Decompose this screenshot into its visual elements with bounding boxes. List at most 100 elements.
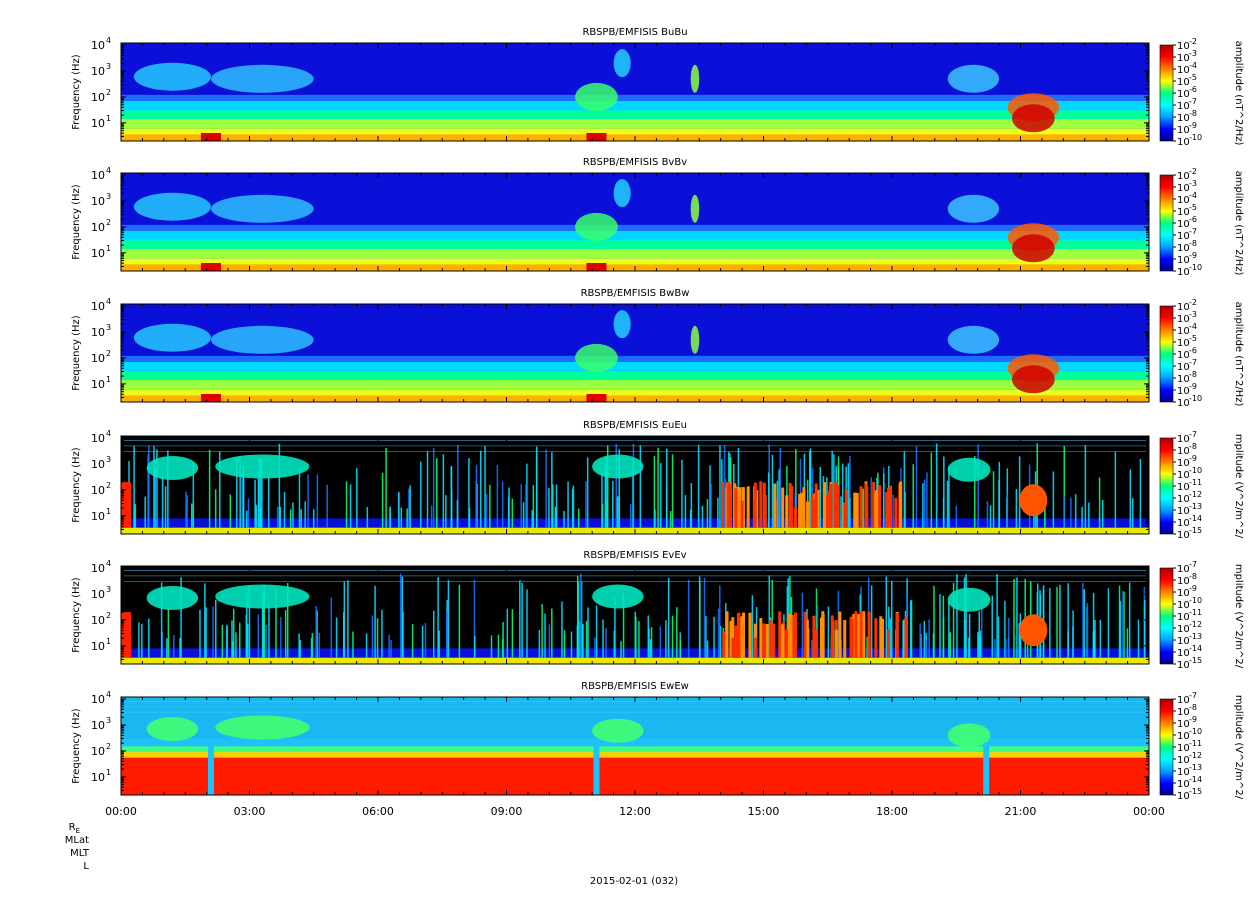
spectral-band-4 (121, 258, 1149, 269)
y-tick-label: 10 (91, 432, 105, 445)
streak-173 (667, 578, 670, 658)
streak-63 (1123, 591, 1125, 658)
intense-emission-66 (812, 615, 816, 658)
colorbar-label: amplitude (nT^2/Hz) (1233, 171, 1244, 276)
streak-140 (943, 456, 945, 528)
streak-84 (241, 473, 244, 528)
streak-247 (432, 447, 435, 528)
streak-230 (605, 628, 607, 658)
intense-emission-49 (828, 484, 832, 528)
intense-emission-50 (859, 612, 863, 658)
streak-224 (638, 621, 640, 658)
x-tick-label: 06:00 (362, 805, 394, 818)
streak-147 (1144, 600, 1146, 658)
streak-19 (409, 485, 411, 528)
streak-176 (485, 493, 488, 528)
intense-emission-19 (738, 487, 742, 528)
streak-198 (877, 472, 879, 528)
streak-219 (450, 466, 453, 528)
streak-13 (671, 454, 674, 528)
streak-4 (717, 497, 719, 528)
colorbar-tick-exponent: -8 (1189, 572, 1197, 581)
intense-emission-53 (874, 490, 878, 528)
streak-227 (654, 509, 656, 528)
colorbar-tick-exponent: -2 (1189, 37, 1197, 46)
streak-160 (1006, 494, 1008, 528)
streak-240 (567, 481, 569, 528)
streak-185 (554, 506, 557, 528)
streak-114 (398, 492, 400, 528)
intense-emission-31 (823, 481, 827, 528)
spectral-band-2 (121, 110, 1149, 121)
streak-177 (248, 586, 251, 658)
streak-231 (710, 484, 712, 528)
emission-cloud-3 (947, 723, 991, 748)
streak-107 (1007, 618, 1010, 658)
streak-90 (841, 463, 844, 528)
y-tick-exponent: 4 (106, 36, 111, 45)
streak-216 (365, 633, 368, 658)
streak-151 (436, 458, 438, 528)
colorbar-tick-label: 10 (1177, 731, 1190, 742)
streak-50 (544, 613, 546, 658)
intense-emission-43 (759, 618, 763, 658)
colorbar-tick-exponent: -11 (1189, 739, 1202, 748)
colorbar-label: mplitude (V^2/m^2/ (1233, 564, 1244, 669)
streak-104 (671, 615, 674, 658)
y-axis-label: Frequency (Hz) (71, 708, 82, 784)
streak-249 (915, 446, 918, 528)
streak-128 (1063, 445, 1066, 528)
colorbar-tick-label: 10 (1177, 326, 1190, 337)
intense-emission-49 (762, 625, 766, 658)
streak-64 (437, 576, 439, 658)
streak-53 (335, 617, 338, 658)
streak-71 (311, 632, 314, 658)
colorbar (1159, 44, 1174, 142)
y-tick-label: 10 (91, 458, 105, 471)
streak-116 (167, 450, 169, 528)
streak-33 (551, 608, 553, 658)
colorbar-tick-label: 10 (1177, 588, 1190, 599)
perigee-notch-1 (593, 743, 600, 795)
streak-249 (390, 639, 392, 658)
colorbar-tick-exponent: -10 (1189, 263, 1202, 272)
spectrogram-image (121, 43, 1149, 141)
streak-165 (473, 635, 476, 658)
spectral-band-1 (121, 361, 1149, 374)
spectrogram-image (121, 173, 1149, 271)
low-freq-burst-1 (586, 394, 607, 402)
intense-emission-45 (721, 481, 725, 528)
streak-174 (1118, 585, 1121, 658)
colorbar-tick-exponent: -4 (1189, 61, 1197, 70)
streak-20 (946, 480, 949, 528)
colorbar-tick-exponent: -13 (1189, 763, 1202, 772)
colorbar-tick-exponent: -9 (1189, 454, 1197, 463)
streak-201 (141, 623, 143, 658)
colorbar (1159, 437, 1174, 535)
streak-248 (204, 583, 206, 658)
streak-221 (226, 624, 228, 658)
streak-243 (310, 637, 313, 658)
x-tick-label: 09:00 (491, 805, 523, 818)
left-edge-burst (121, 612, 131, 658)
emission-blob-2 (575, 82, 618, 111)
intense-emission-36 (806, 501, 810, 528)
streak-192 (1070, 497, 1072, 528)
streak-220 (1049, 588, 1051, 658)
streak-218 (406, 508, 408, 528)
streak-162 (979, 630, 982, 658)
colorbar-tick-label: 10 (1177, 458, 1190, 469)
streak-193 (665, 620, 667, 658)
streak-111 (134, 503, 137, 528)
colorbar-tick-exponent: -10 (1189, 466, 1202, 475)
streak-119 (484, 446, 486, 528)
streak-225 (986, 501, 989, 528)
streak-0 (1026, 638, 1029, 658)
intense-emission-67 (834, 629, 838, 658)
streak-126 (949, 632, 951, 658)
streak-189 (779, 447, 782, 528)
streak-202 (870, 477, 873, 528)
streak-246 (300, 509, 302, 528)
